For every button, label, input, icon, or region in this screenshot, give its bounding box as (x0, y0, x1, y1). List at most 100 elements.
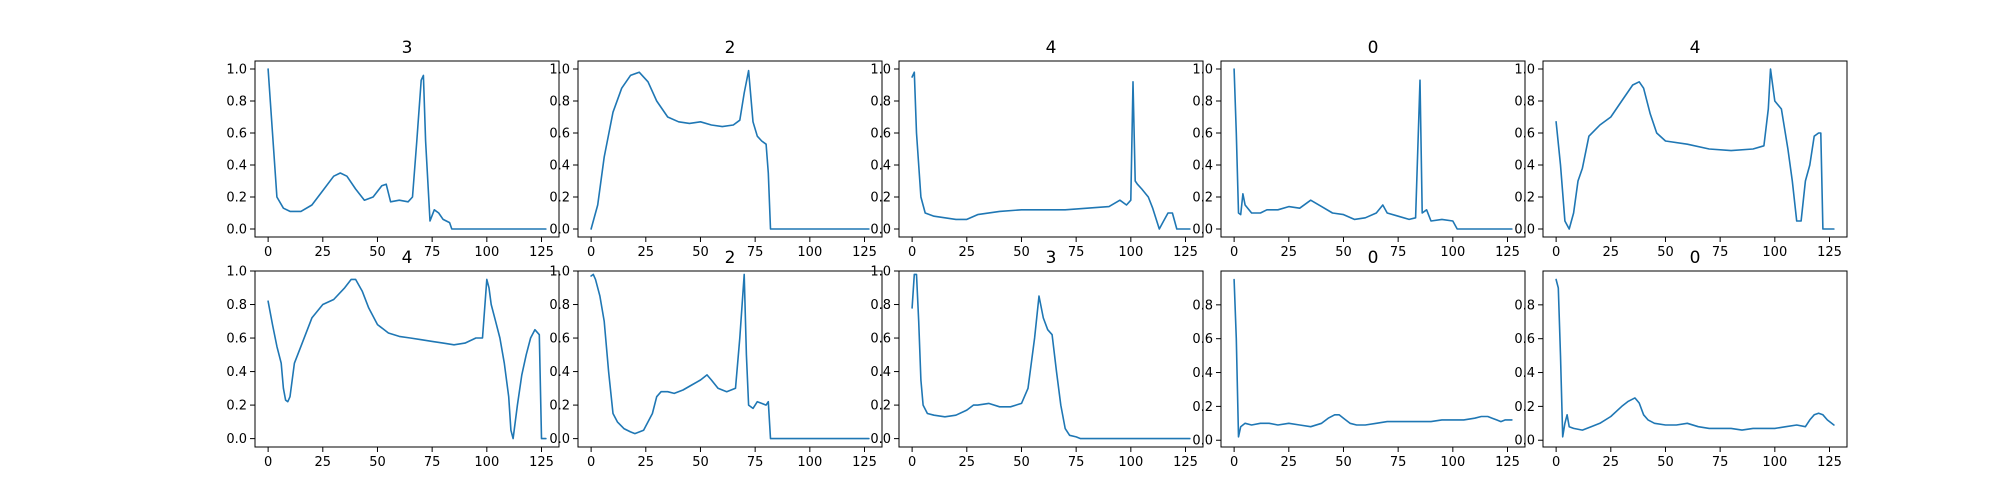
series-line (1555, 68, 1835, 230)
y-tick-label: 0.2 (870, 399, 891, 414)
y-tick-label: 0.8 (226, 95, 247, 110)
y-tick-label: 0.2 (870, 191, 891, 206)
subplot-title: 4 (1046, 38, 1057, 58)
x-tick-label: 125 (1173, 245, 1198, 260)
y-tick-label: 0.6 (1514, 127, 1535, 142)
x-tick-label: 125 (1173, 455, 1198, 470)
x-tick-label: 0 (1230, 245, 1238, 260)
y-tick-label: 0.4 (549, 159, 570, 174)
subplot-title: 4 (1690, 38, 1701, 58)
y-tick-label: 1.0 (1514, 63, 1535, 78)
subplot-9: 0 0 25 50 75 100 125 0.0 0.2 0.4 0.6 0.8 (1192, 248, 1526, 470)
y-tick-label: 1.0 (549, 63, 570, 78)
x-tick-label: 125 (1817, 245, 1842, 260)
x-tick-label: 100 (474, 245, 499, 260)
x-tick-label: 100 (797, 455, 822, 470)
x-tick-label: 100 (797, 245, 822, 260)
y-tick-label: 0.4 (1514, 366, 1535, 381)
x-tick-label: 100 (1762, 455, 1787, 470)
x-tick-label: 75 (1712, 245, 1729, 260)
y-tick-label: 0.0 (226, 432, 247, 447)
y-tick-label: 0.6 (870, 332, 891, 347)
x-tick-label: 0 (264, 455, 272, 470)
x-tick-label: 100 (1118, 245, 1143, 260)
y-tick-label: 1.0 (870, 63, 891, 78)
y-tick-label: 0.4 (1514, 159, 1535, 174)
y-tick-label: 0.8 (1192, 298, 1213, 313)
y-tick-label: 0.4 (549, 365, 570, 380)
y-tick-label: 0.2 (226, 191, 247, 206)
series-line (590, 69, 870, 230)
x-tick-label: 75 (424, 245, 441, 260)
y-tick-label: 0.0 (549, 432, 570, 447)
y-tick-label: 1.0 (226, 265, 247, 280)
subplot-4: 0 0 25 50 75 100 125 0.0 0.2 0.4 0.6 0.8 1.0 (1192, 38, 1526, 260)
x-tick-label: 50 (1013, 455, 1030, 470)
y-tick-label: 0.4 (1192, 366, 1213, 381)
y-tick-label: 0.8 (549, 95, 570, 110)
y-tick-label: 0.2 (226, 399, 247, 414)
y-tick-label: 0.4 (870, 159, 891, 174)
x-tick-label: 125 (529, 245, 554, 260)
series-line (590, 273, 870, 440)
y-tick-label: 1.0 (870, 265, 891, 280)
y-tick-label: 1.0 (1192, 63, 1213, 78)
x-tick-label: 50 (1013, 245, 1030, 260)
subplot-title: 3 (402, 38, 413, 58)
axes-frame (898, 60, 1204, 238)
y-tick-label: 0.2 (549, 399, 570, 414)
series-line (1233, 68, 1513, 230)
x-tick-label: 0 (1230, 455, 1238, 470)
x-tick-label: 125 (852, 455, 877, 470)
x-tick-label: 125 (529, 455, 554, 470)
y-tick-label: 0.2 (1192, 191, 1213, 206)
subplot-8: 3 0 25 50 75 100 125 0.0 0.2 0.4 0.6 0.8 1.0 (870, 248, 1204, 470)
subplot-10: 0 0 25 50 75 100 125 0.0 0.2 0.4 0.6 0.8 (1514, 248, 1848, 470)
y-tick-label: 1.0 (226, 63, 247, 78)
x-tick-label: 125 (1817, 455, 1842, 470)
y-tick-label: 0.8 (870, 298, 891, 313)
x-tick-label: 50 (369, 245, 386, 260)
x-tick-label: 50 (1335, 245, 1352, 260)
x-tick-label: 0 (908, 245, 916, 260)
x-tick-label: 50 (692, 245, 709, 260)
axes-frame (898, 270, 1204, 448)
axes-frame (1220, 60, 1526, 238)
subplot-1: 3 0 25 50 75 100 125 0.0 0.2 0.4 0.6 0.8 1.0 (226, 38, 560, 260)
y-tick-label: 0.0 (1192, 223, 1213, 238)
x-tick-label: 25 (1603, 455, 1620, 470)
y-tick-label: 0.8 (1514, 95, 1535, 110)
y-tick-label: 0.2 (549, 191, 570, 206)
x-tick-label: 100 (1440, 245, 1465, 260)
subplot-6: 4 0 25 50 75 100 125 0.0 0.2 0.4 0.6 0.8 1.0 (226, 248, 560, 470)
y-tick-label: 1.0 (549, 265, 570, 280)
y-tick-label: 0.0 (870, 223, 891, 238)
y-tick-label: 0.0 (1514, 434, 1535, 449)
subplot-title: 4 (402, 248, 413, 268)
x-tick-label: 0 (587, 455, 595, 470)
x-tick-label: 0 (908, 455, 916, 470)
x-tick-label: 50 (1335, 455, 1352, 470)
x-tick-label: 75 (1068, 455, 1085, 470)
x-tick-label: 100 (474, 455, 499, 470)
x-tick-label: 100 (1440, 455, 1465, 470)
x-tick-label: 50 (1657, 455, 1674, 470)
subplot-title: 3 (1046, 248, 1057, 268)
y-tick-label: 0.6 (1514, 332, 1535, 347)
x-tick-label: 125 (1495, 245, 1520, 260)
x-tick-label: 25 (1603, 245, 1620, 260)
series-line (1233, 278, 1513, 438)
y-tick-label: 0.6 (226, 127, 247, 142)
y-tick-label: 0.4 (226, 159, 247, 174)
subplot-title: 2 (725, 248, 736, 268)
x-tick-label: 25 (1281, 455, 1298, 470)
y-tick-label: 0.8 (549, 298, 570, 313)
axes-frame (577, 270, 883, 448)
subplot-3: 4 0 25 50 75 100 125 0.0 0.2 0.4 0.6 0.8 1.0 (870, 38, 1204, 260)
y-tick-label: 0.0 (549, 223, 570, 238)
series-line (1555, 278, 1835, 438)
axes-frame (254, 60, 560, 238)
y-tick-label: 0.2 (1192, 400, 1213, 415)
series-line (911, 71, 1191, 230)
subplot-2: 2 0 25 50 75 100 125 0.0 0.2 0.4 0.6 0.8 1.0 (549, 38, 883, 260)
